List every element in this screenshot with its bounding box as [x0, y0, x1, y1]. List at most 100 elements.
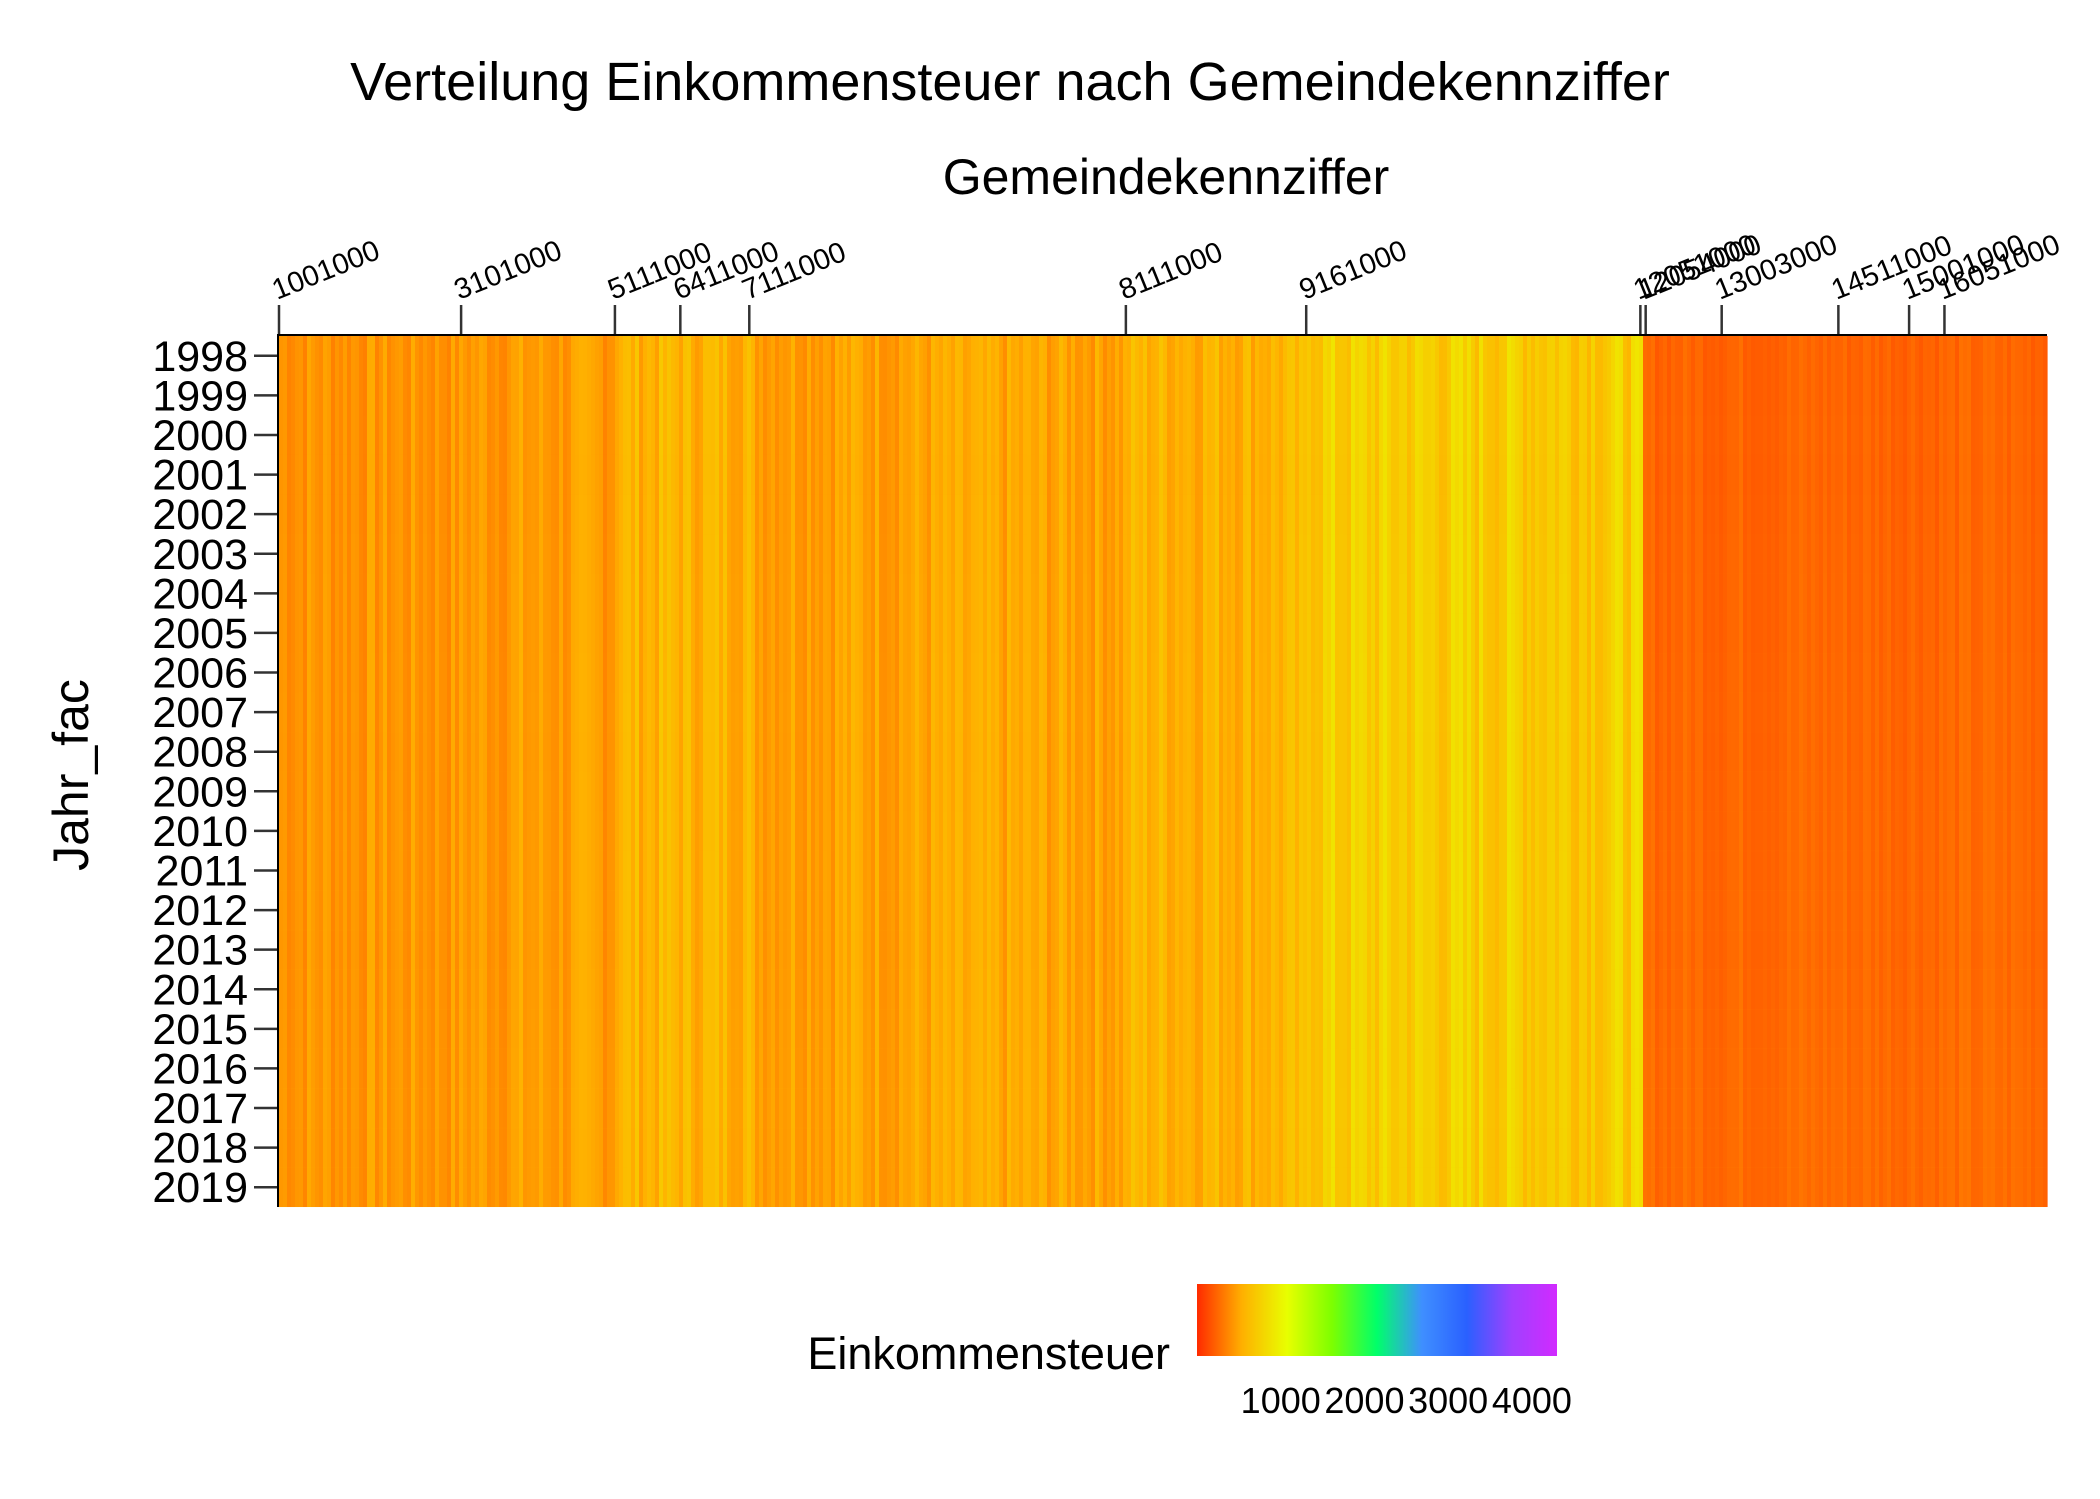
heatmap-column [1147, 336, 1152, 1207]
heatmap-column [1895, 336, 1900, 1207]
heatmap-column [635, 336, 640, 1207]
heatmap-column [307, 336, 312, 1207]
heatmap-column [495, 336, 500, 1207]
heatmap-column [1391, 336, 1396, 1207]
heatmap-column [2019, 336, 2024, 1207]
heatmap-column [1959, 336, 1964, 1207]
heatmap-column [1211, 336, 1216, 1207]
heatmap-row-tint [279, 1167, 2047, 1208]
legend-colorbar [1197, 1284, 1557, 1356]
y-tick-label: 1998 [152, 333, 248, 381]
heatmap-column [1083, 336, 1088, 1207]
heatmap-column [459, 336, 464, 1207]
heatmap-column [1799, 336, 1804, 1207]
heatmap-column [655, 336, 660, 1207]
heatmap-column [631, 336, 636, 1207]
heatmap-column [643, 336, 648, 1207]
heatmap-column [1623, 336, 1628, 1207]
heatmap-column [1355, 336, 1360, 1207]
heatmap-column [1015, 336, 1020, 1207]
heatmap-column [779, 336, 784, 1207]
heatmap-column [1375, 336, 1380, 1207]
heatmap-column [835, 336, 840, 1207]
heatmap-column [1679, 336, 1684, 1207]
heatmap-row-tint [279, 890, 2047, 931]
heatmap-column [1583, 336, 1588, 1207]
heatmap-row-tint [279, 494, 2047, 534]
heatmap-column [1707, 336, 1712, 1207]
heatmap-column [639, 336, 644, 1207]
heatmap-column [1051, 336, 1056, 1207]
heatmap-column [747, 336, 752, 1207]
heatmap-column [1855, 336, 1860, 1207]
heatmap-column [799, 336, 804, 1207]
heatmap-column [807, 336, 812, 1207]
heatmap-column [1715, 336, 1720, 1207]
heatmap-column [487, 336, 492, 1207]
heatmap-column [1827, 336, 1832, 1207]
heatmap-column [1443, 336, 1448, 1207]
heatmap-column [1927, 336, 1932, 1207]
heatmap-column [1627, 336, 1632, 1207]
heatmap-column [1931, 336, 1936, 1207]
heatmap-column [303, 336, 308, 1207]
heatmap-column [1611, 336, 1616, 1207]
heatmap-column [1503, 336, 1508, 1207]
heatmap-column [499, 336, 504, 1207]
heatmap-column [1351, 336, 1356, 1207]
heatmap-column [711, 336, 716, 1207]
heatmap-column [1971, 336, 1976, 1207]
heatmap-column [519, 336, 524, 1207]
heatmap-column [703, 336, 708, 1207]
heatmap-row-tint [279, 1048, 2047, 1089]
heatmap-column [407, 336, 412, 1207]
heatmap-column [1523, 336, 1528, 1207]
heatmap-column [1943, 336, 1948, 1207]
heatmap-column [871, 336, 876, 1207]
y-tick-label: 2006 [152, 650, 248, 698]
heatmap-column [1263, 336, 1268, 1207]
heatmap-column [1647, 336, 1652, 1207]
heatmap-column [1767, 336, 1772, 1207]
heatmap-column [1167, 336, 1172, 1207]
heatmap-column [891, 336, 896, 1207]
heatmap-column [1403, 336, 1408, 1207]
heatmap-column [819, 336, 824, 1207]
heatmap-column [1131, 336, 1136, 1207]
heatmap-column [963, 336, 968, 1207]
legend-tick-label: 2000 [1324, 1380, 1404, 1421]
heatmap-column [343, 336, 348, 1207]
heatmap-column [1331, 336, 1336, 1207]
heatmap-column [503, 336, 508, 1207]
heatmap-column [743, 336, 748, 1207]
heatmap-column [1659, 336, 1664, 1207]
heatmap-column [771, 336, 776, 1207]
heatmap-column [1995, 336, 2000, 1207]
heatmap-column [1455, 336, 1460, 1207]
heatmap-column [1987, 336, 1992, 1207]
heatmap-column [1199, 336, 1204, 1207]
heatmap-column [1191, 336, 1196, 1207]
heatmap-column [1127, 336, 1132, 1207]
y-tick-label: 2019 [152, 1164, 248, 1212]
heatmap-column [1027, 336, 1032, 1207]
heatmap-column [1483, 336, 1488, 1207]
heatmap-column [1563, 336, 1568, 1207]
heatmap-column [1367, 336, 1372, 1207]
heatmap-row-tint [279, 415, 2047, 455]
heatmap-column [1711, 336, 1716, 1207]
heatmap-column [599, 336, 604, 1207]
heatmap-column [467, 336, 472, 1207]
heatmap-column [727, 336, 732, 1207]
heatmap-column [991, 336, 996, 1207]
heatmap-column [1055, 336, 1060, 1207]
heatmap-column [1295, 336, 1300, 1207]
heatmap-column [1719, 336, 1724, 1207]
heatmap-column [1299, 336, 1304, 1207]
heatmap-column [1751, 336, 1756, 1207]
heatmap-column [651, 336, 656, 1207]
heatmap-column [1663, 336, 1668, 1207]
heatmap-column [359, 336, 364, 1207]
heatmap-column [1447, 336, 1452, 1207]
heatmap-column [447, 336, 452, 1207]
